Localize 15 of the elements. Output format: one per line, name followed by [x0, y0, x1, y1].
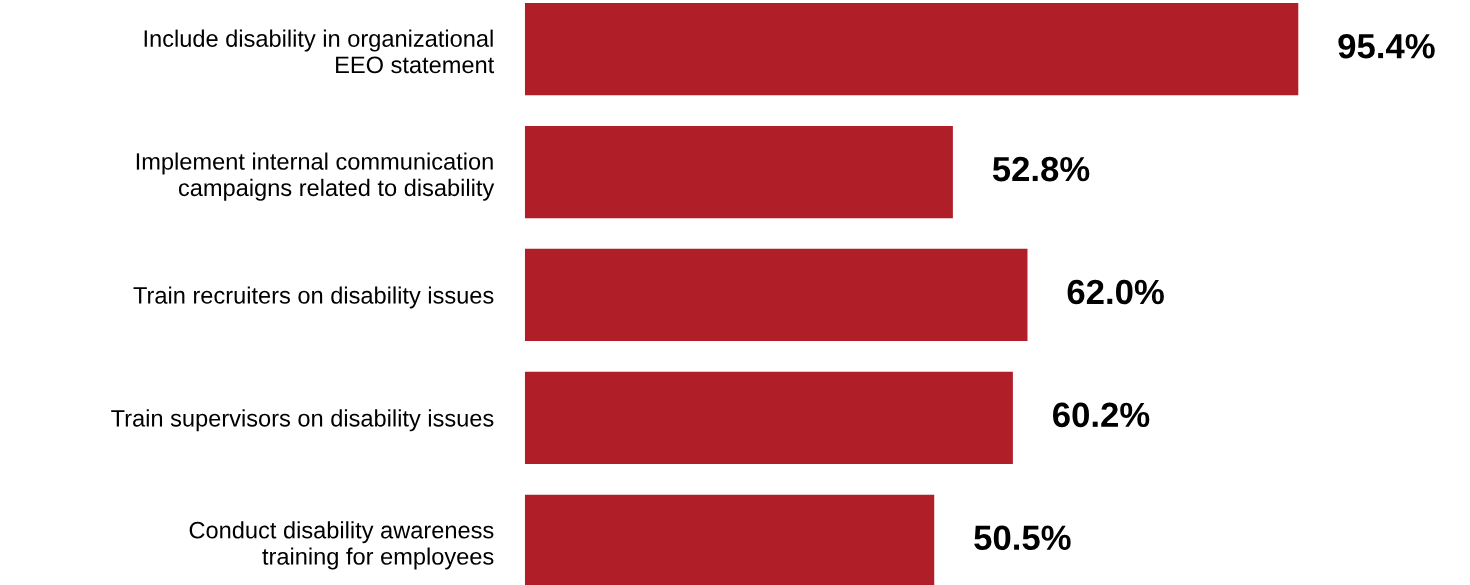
bar: [524, 125, 953, 219]
y-tick-label: Implement internal communication campaigns related to disability: [136, 152, 495, 201]
data-label: 95.4%: [1338, 33, 1435, 59]
data-label: 60.2%: [1053, 402, 1150, 428]
bar: [524, 494, 935, 585]
bar: [524, 371, 1013, 464]
y-tick-label: Train supervisors on disability issues: [111, 409, 494, 432]
bar: [524, 248, 1028, 342]
data-label: 62.0%: [1067, 279, 1164, 305]
y-tick-label: Conduct disability awareness training for employees: [189, 521, 494, 570]
data-label: 50.5%: [974, 525, 1071, 551]
bar: [524, 3, 1299, 96]
data-label: 52.8%: [992, 156, 1090, 182]
y-tick-label: Train recruiters on disability issues: [133, 286, 494, 309]
y-tick-label: Include disability in organizational EEO statement: [144, 29, 495, 74]
